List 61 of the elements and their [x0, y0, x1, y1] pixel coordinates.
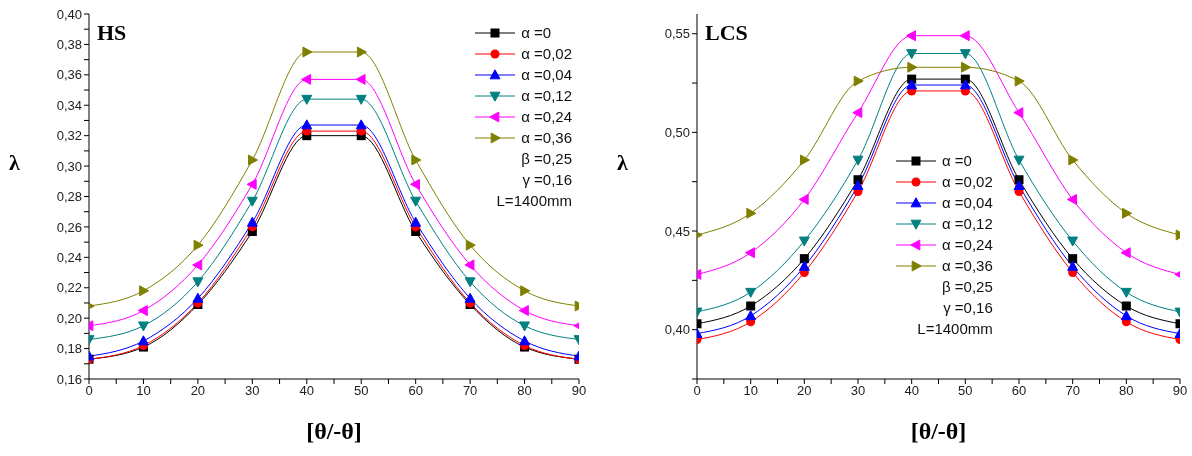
x-tick-label: 50 — [353, 383, 369, 399]
annotation: γ =0,16 — [942, 298, 993, 318]
y-tick-label: 0,34 — [56, 97, 82, 113]
annotation: L=1400mm — [495, 191, 572, 211]
x-tick-label: 80 — [517, 383, 532, 399]
y-tick-label: 0,30 — [56, 158, 82, 174]
chart-title: HS — [97, 20, 127, 46]
legend-label: α =0,24 — [521, 107, 572, 127]
annotation: L=1400mm — [916, 319, 993, 339]
y-tick-label: 0,20 — [56, 310, 82, 326]
y-tick-label: 0,38 — [56, 37, 82, 53]
x-tick-label: 50 — [958, 383, 973, 399]
x-tick-label: 40 — [904, 383, 919, 399]
annotation: β =0,25 — [941, 277, 993, 297]
x-tick-label: 90 — [571, 383, 587, 399]
legend-label: α =0,04 — [942, 193, 993, 213]
y-tick-label: 0,24 — [56, 249, 82, 265]
y-tick-label: 0,45 — [664, 223, 690, 239]
x-tick-label: 40 — [299, 383, 315, 399]
annotation: β =0,25 — [520, 149, 572, 169]
x-tick-label: 10 — [743, 383, 758, 399]
y-tick-label: 0,40 — [56, 6, 82, 22]
annotation: γ =0,16 — [521, 170, 572, 190]
legend-label: α =0,04 — [521, 65, 572, 85]
x-tick-label: 0 — [85, 383, 93, 399]
legend-label: α =0,36 — [942, 256, 993, 276]
y-tick-label: 0,26 — [56, 219, 82, 235]
x-tick-label: 60 — [408, 383, 423, 399]
y-tick-label: 0,36 — [56, 67, 82, 83]
x-tick-label: 80 — [1119, 383, 1134, 399]
y-tick-label: 0,55 — [664, 26, 690, 42]
y-tick-label: 0,16 — [56, 371, 82, 387]
legend-label: α =0,24 — [942, 235, 993, 255]
chart-title: LCS — [705, 20, 748, 46]
x-tick-label: 30 — [245, 383, 260, 399]
legend-label: α =0 — [521, 23, 552, 43]
y-axis-title: λ — [617, 150, 628, 176]
y-tick-label: 0,28 — [56, 189, 82, 205]
x-tick-label: 60 — [1011, 383, 1027, 399]
y-tick-label: 0,18 — [56, 341, 82, 357]
legend-label: α =0,12 — [521, 86, 572, 106]
x-tick-label: 70 — [1065, 383, 1080, 399]
legend-label: α =0,36 — [521, 128, 572, 148]
legend-label: α =0 — [942, 151, 972, 171]
legend-label: α =0,02 — [942, 172, 993, 192]
x-tick-label: 70 — [462, 383, 478, 399]
y-axis-title: λ — [9, 150, 20, 176]
x-tick-label: 10 — [136, 383, 151, 399]
legend-label: α =0,02 — [521, 44, 572, 64]
x-tick-label: 30 — [850, 383, 866, 399]
x-tick-label: 20 — [797, 383, 812, 399]
x-axis-title: [θ/-θ] — [909, 418, 968, 445]
y-tick-label: 0,22 — [56, 280, 82, 296]
x-axis-title: [θ/-θ] — [305, 418, 363, 445]
legend-label: α =0,12 — [942, 214, 993, 234]
y-tick-label: 0,32 — [56, 128, 82, 144]
y-tick-label: 0,50 — [664, 124, 690, 140]
x-tick-label: 20 — [190, 383, 206, 399]
x-tick-label: 0 — [693, 383, 701, 399]
y-tick-label: 0,40 — [664, 322, 690, 338]
x-tick-label: 90 — [1172, 383, 1188, 399]
